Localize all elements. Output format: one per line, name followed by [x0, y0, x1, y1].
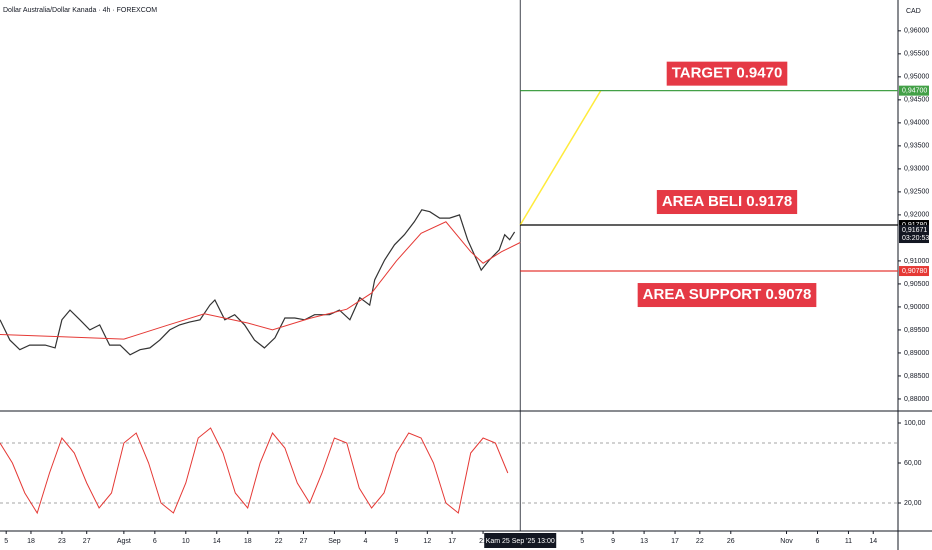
chart-title: Dollar Australia/Dollar Kanada · 4h · FO…: [3, 7, 157, 14]
x-tick-label: 22: [696, 538, 704, 545]
projection: [519, 90, 602, 226]
currency: CAD: [906, 8, 921, 15]
x-tick-label: 26: [727, 538, 735, 545]
x-tick-label: 23: [58, 538, 66, 545]
x-tick-label: 5: [4, 538, 8, 545]
level-annotation: AREA BELI 0.9178: [662, 193, 792, 210]
osc-y-tick-label: 100,00: [904, 420, 926, 427]
y-tick-label: 0,93000: [904, 166, 929, 173]
y-tick-label: 0,91000: [904, 258, 929, 265]
level-annotation-bg: [666, 61, 788, 86]
countdown: 03:20:53: [902, 235, 929, 242]
x-tick-label: 27: [83, 538, 91, 545]
oscillator-line: [0, 427, 509, 515]
x-tick-label: Agst: [117, 538, 131, 545]
y-tick-label: 0,89500: [904, 327, 929, 334]
x-tick-label: 21: [479, 538, 487, 545]
crosshair-label: Kam 25 Sep '25 13:00: [486, 538, 555, 545]
x-tick-label: 6: [816, 538, 820, 545]
x-tick-label: 14: [869, 538, 877, 545]
y-tick-label: 0,95500: [904, 51, 929, 58]
level-badge: [899, 220, 929, 231]
y-tick-label: 0,89000: [904, 350, 929, 357]
x-tick-label: 22: [275, 538, 283, 545]
level-badge-label: 0,94700: [902, 87, 927, 94]
level-annotation-bg: [656, 190, 798, 215]
y-tick-label: 0,94500: [904, 97, 929, 104]
x-tick-label: 17: [448, 538, 456, 545]
x-tick-label: Nov: [780, 538, 793, 545]
last-price-badge: [899, 225, 929, 244]
y-tick-label: 0,88000: [904, 396, 929, 403]
x-tick-label: 27: [300, 538, 308, 545]
y-tick-label: 0,92500: [904, 189, 929, 196]
x-tick-label: 9: [394, 538, 398, 545]
level-badge-label: 0,90780: [902, 268, 927, 275]
y-tick-label: 0,96000: [904, 28, 929, 35]
x-tick-label: 18: [244, 538, 252, 545]
x-tick-label: 18: [27, 538, 35, 545]
y-tick-label: 0,88500: [904, 373, 929, 380]
x-tick-label: 5: [580, 538, 584, 545]
y-tick-label: 0,90000: [904, 304, 929, 311]
x-tick-label: 17: [671, 538, 679, 545]
x-tick-label: 11: [845, 538, 852, 545]
moving-average: [0, 221, 521, 340]
y-tick-label: 0,90500: [904, 281, 929, 288]
level-annotation: TARGET 0.9470: [672, 65, 783, 82]
price-line: [0, 209, 516, 356]
x-tick-label: 13: [640, 538, 648, 545]
level-badge: [899, 85, 929, 96]
level-annotation: AREA SUPPORT 0.9078: [643, 286, 812, 303]
y-tick-label: 0,93500: [904, 143, 929, 150]
x-tick-label: 14: [213, 538, 221, 545]
last-price-label: 0,91671: [902, 227, 927, 234]
x-tick-label: 4: [363, 538, 367, 545]
level-annotation-bg: [637, 283, 817, 308]
level-badge: [899, 266, 929, 277]
x-tick-label: 10: [182, 538, 190, 545]
y-tick-label: 0,94000: [904, 120, 929, 127]
x-tick-label: 9: [611, 538, 615, 545]
osc-y-tick-label: 20,00: [904, 500, 922, 507]
crosshair-label-bg: [484, 533, 557, 548]
x-tick-label: Sep: [328, 538, 341, 545]
x-tick-label: 6: [153, 538, 157, 545]
osc-y-tick-label: 60,00: [904, 460, 922, 467]
x-tick-label: 12: [423, 538, 431, 545]
y-tick-label: 0,92000: [904, 212, 929, 219]
y-tick-label: 0,95000: [904, 74, 929, 81]
